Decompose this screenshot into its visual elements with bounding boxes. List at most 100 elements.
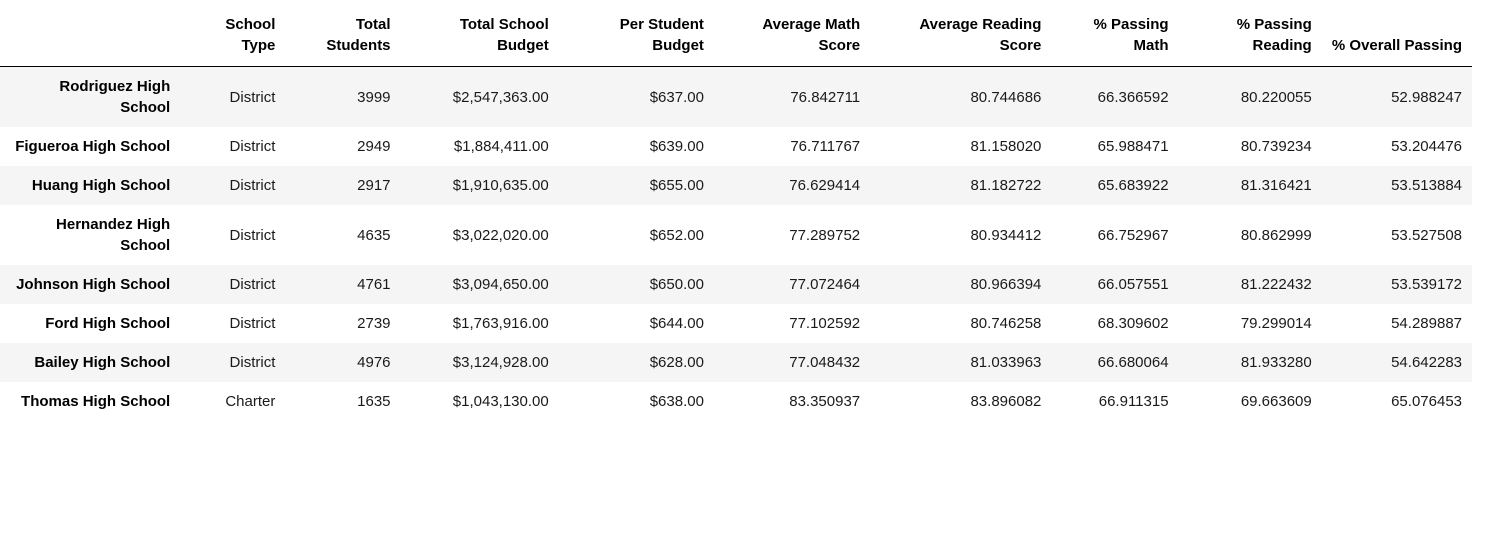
- table-cell: 80.934412: [970, 226, 1042, 244]
- table-cell: 2917: [357, 177, 391, 194]
- table-cell: $638.00: [649, 393, 704, 410]
- table-cell: 81.933280: [1240, 354, 1312, 371]
- table-cell: District: [229, 276, 276, 293]
- table-cell: 53.539172: [1391, 276, 1462, 293]
- column-header: % Overall Passing: [1321, 0, 1472, 67]
- table-cell: 3999: [357, 88, 391, 106]
- row-index-school-name: Rodriguez High School: [59, 78, 171, 116]
- table-cell: $652.00: [649, 226, 704, 244]
- table-cell: 4976: [357, 354, 391, 371]
- table-cell: District: [229, 88, 276, 106]
- table-cell: 81.033963: [970, 354, 1042, 371]
- table-cell: $639.00: [649, 138, 704, 155]
- column-header: Per Student Budget: [558, 0, 714, 67]
- table-cell: 80.744686: [970, 88, 1042, 106]
- table-row: Bailey High School District 4976 $3,124,928…: [0, 343, 1472, 382]
- table-cell: 53.527508: [1391, 226, 1462, 244]
- column-header: Total School Budget: [400, 0, 559, 67]
- table-cell: District: [229, 177, 276, 194]
- table-cell: 52.988247: [1391, 88, 1462, 106]
- table-cell: 66.752967: [1097, 226, 1169, 244]
- column-header: Average Math Score: [713, 0, 871, 67]
- table-header-row: School Type Total Students Total School Bu…: [0, 0, 1472, 67]
- row-index-school-name: Hernandez High School: [56, 216, 171, 254]
- row-index-school-name: Johnson High School: [16, 276, 171, 293]
- table-cell: 68.309602: [1097, 315, 1169, 332]
- table-cell: 4635: [357, 226, 391, 244]
- table-row: Hernandez High School District 4635 $3,022,…: [0, 205, 1472, 265]
- table-cell: 2949: [357, 138, 391, 155]
- table-cell: $1,910,635.00: [452, 177, 549, 194]
- table-cell: 65.988471: [1097, 138, 1169, 155]
- table-cell: $2,547,363.00: [452, 88, 549, 106]
- table-header: School Type Total Students Total School Bu…: [0, 0, 1472, 67]
- table-cell: District: [229, 226, 276, 244]
- table-cell: 83.896082: [970, 393, 1042, 410]
- table-cell: 77.289752: [789, 226, 861, 244]
- column-header: % Passing Reading: [1178, 0, 1322, 67]
- table-cell: 81.158020: [970, 138, 1042, 155]
- table-cell: 76.842711: [790, 88, 861, 106]
- table-row: Ford High School District 2739 $1,763,916.0…: [0, 304, 1472, 343]
- column-header: Average Reading Score: [870, 0, 1052, 67]
- table-cell: 66.680064: [1097, 354, 1169, 371]
- table-cell: District: [229, 315, 276, 332]
- table-cell: 77.048432: [789, 354, 861, 371]
- table-cell: $628.00: [649, 354, 704, 371]
- table-cell: 81.222432: [1240, 276, 1312, 293]
- table-cell: $637.00: [649, 88, 704, 106]
- table-cell: 77.102592: [789, 315, 861, 332]
- row-index-school-name: Ford High School: [45, 315, 171, 332]
- row-index-school-name: Thomas High School: [21, 393, 171, 410]
- table-cell: District: [229, 354, 276, 371]
- table-body: Rodriguez High School District 3999 $2,547,…: [0, 66, 1472, 421]
- table-cell: 80.746258: [970, 315, 1042, 332]
- table-cell: 80.966394: [970, 276, 1042, 293]
- table-cell: District: [229, 138, 276, 155]
- table-cell: $1,043,130.00: [452, 393, 549, 410]
- table-cell: 54.642283: [1391, 354, 1462, 371]
- table-cell: $650.00: [649, 276, 704, 293]
- table-cell: $3,124,928.00: [452, 354, 549, 371]
- table-cell: 66.366592: [1097, 88, 1169, 106]
- row-index-school-name: Bailey High School: [34, 354, 171, 371]
- table-cell: 81.182722: [970, 177, 1042, 194]
- table-row: Thomas High School Charter 1635 $1,043,130.…: [0, 382, 1472, 421]
- table-cell: 66.057551: [1097, 276, 1169, 293]
- table-cell: $644.00: [649, 315, 704, 332]
- table-row: Johnson High School District 4761 $3,094,65…: [0, 265, 1472, 304]
- table-cell: 81.316421: [1240, 177, 1312, 194]
- table-cell: $3,094,650.00: [452, 276, 549, 293]
- school-summary-table: School Type Total Students Total School Bu…: [0, 0, 1472, 421]
- column-header: Total Students: [285, 0, 401, 67]
- table-cell: Charter: [225, 393, 276, 410]
- table-cell: 80.862999: [1240, 226, 1312, 244]
- table-cell: 80.220055: [1240, 88, 1312, 106]
- row-index-school-name: Huang High School: [31, 177, 171, 194]
- table-cell: 76.629414: [789, 177, 861, 194]
- table-cell: 76.711767: [790, 138, 861, 155]
- table-row: Figueroa High School District 2949 $1,884,4…: [0, 127, 1472, 166]
- table-cell: $655.00: [649, 177, 704, 194]
- table-cell: 53.513884: [1391, 177, 1462, 194]
- table-cell: 1635: [357, 393, 391, 410]
- table-cell: $3,022,020.00: [452, 226, 549, 244]
- column-header: % Passing Math: [1051, 0, 1179, 67]
- row-index-school-name: Figueroa High School: [15, 138, 171, 155]
- table-cell: 53.204476: [1391, 138, 1462, 155]
- column-header: School Type: [180, 0, 286, 67]
- table-cell: 66.911315: [1098, 393, 1169, 410]
- table-cell: 80.739234: [1240, 138, 1312, 155]
- table-row: Rodriguez High School District 3999 $2,547,…: [0, 66, 1472, 127]
- table-cell: 83.350937: [789, 393, 861, 410]
- table-cell: 69.663609: [1240, 393, 1312, 410]
- table-row: Huang High School District 2917 $1,910,635.…: [0, 166, 1472, 205]
- table-cell: 77.072464: [789, 276, 861, 293]
- table-cell: $1,884,411.00: [453, 138, 549, 155]
- table-cell: 65.076453: [1391, 393, 1462, 410]
- table-cell: 4761: [357, 276, 391, 293]
- table-cell: 54.289887: [1391, 315, 1462, 332]
- table-cell: 79.299014: [1240, 315, 1312, 332]
- table-cell: $1,763,916.00: [452, 315, 549, 332]
- table-cell: 2739: [357, 315, 391, 332]
